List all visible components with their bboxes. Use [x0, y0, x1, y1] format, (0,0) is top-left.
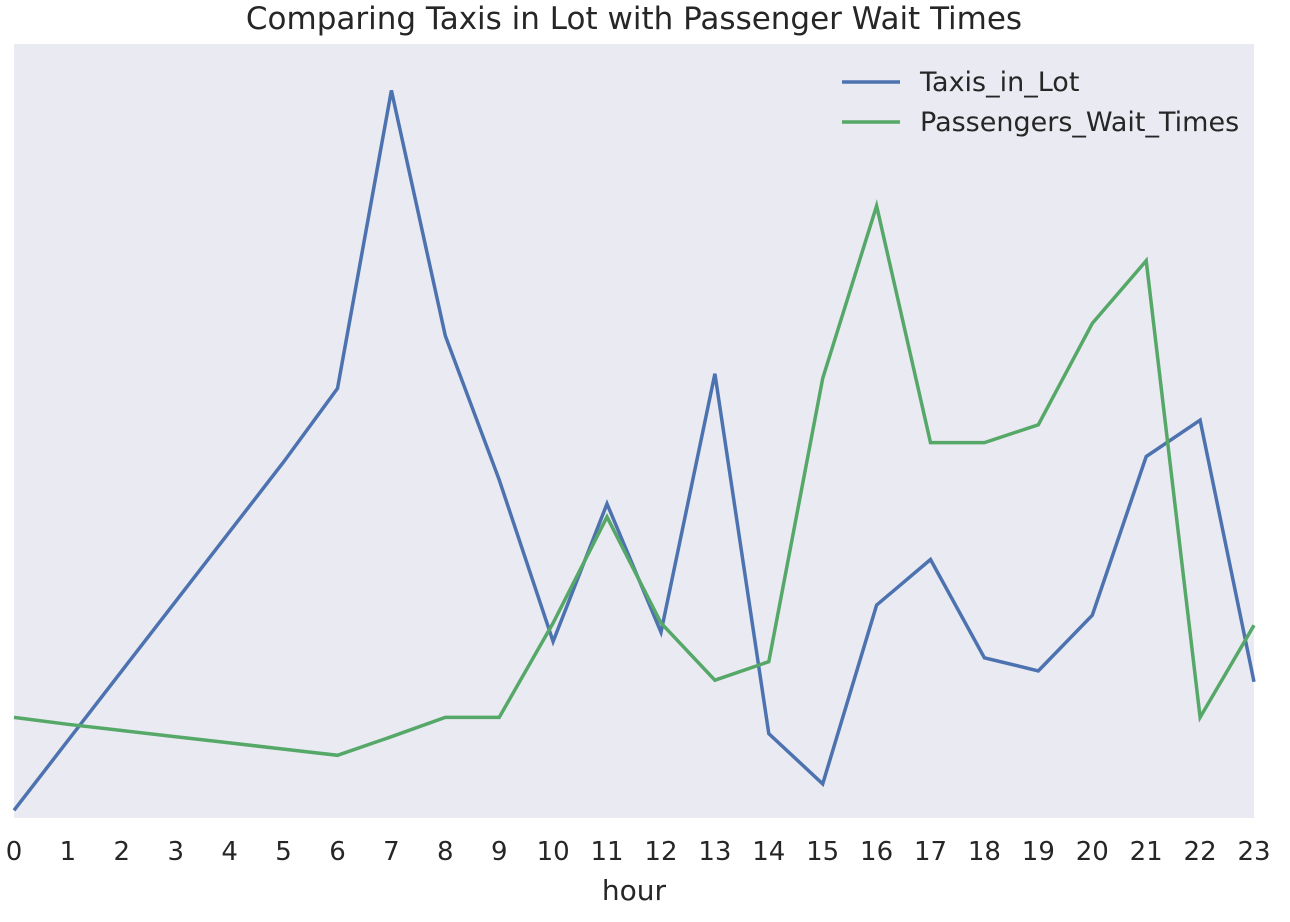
x-axis-label: hour [602, 874, 667, 907]
legend-label-taxis-in-lot: Taxis_in_Lot [919, 67, 1079, 98]
plot-area [14, 44, 1254, 818]
series-line-passengers-wait-times [13, 199, 1256, 758]
series-lines [12, 90, 1256, 812]
x-tick-label: 18 [968, 837, 1001, 867]
x-tick-label: 16 [860, 837, 893, 867]
x-tick-label: 21 [1130, 837, 1163, 867]
x-tick-label: 11 [590, 837, 623, 867]
legend: Taxis_in_Lot Passengers_Wait_Times [842, 67, 1239, 138]
x-tick-label: 17 [914, 837, 947, 867]
x-tick-label: 14 [752, 837, 785, 867]
x-tick-label: 13 [698, 837, 731, 867]
x-tick-label: 7 [383, 837, 400, 867]
x-tick-label: 10 [537, 837, 570, 867]
x-tick-label: 20 [1076, 837, 1109, 867]
x-tick-label: 19 [1022, 837, 1055, 867]
x-tick-label: 1 [60, 837, 77, 867]
chart-title: Comparing Taxis in Lot with Passenger Wa… [245, 1, 1023, 37]
x-tick-label: 4 [221, 837, 238, 867]
x-tick-label: 22 [1184, 837, 1217, 867]
x-tick-label: 2 [114, 837, 131, 867]
x-tick-label: 5 [275, 837, 292, 867]
x-tick-label: 0 [6, 837, 23, 867]
x-tick-label: 6 [329, 837, 346, 867]
x-tick-label: 8 [437, 837, 454, 867]
x-tick-label: 12 [644, 837, 677, 867]
x-tick-label: 15 [806, 837, 839, 867]
x-tick-label: 9 [491, 837, 508, 867]
x-tick-labels: 0 1 2 3 4 5 6 7 8 9 10 11 12 13 14 15 16 17 18 19 20 21 22 23 [6, 837, 1271, 867]
legend-label-passengers-wait-times: Passengers_Wait_Times [920, 107, 1239, 138]
x-tick-label: 23 [1237, 837, 1270, 867]
x-tick-label: 3 [167, 837, 184, 867]
